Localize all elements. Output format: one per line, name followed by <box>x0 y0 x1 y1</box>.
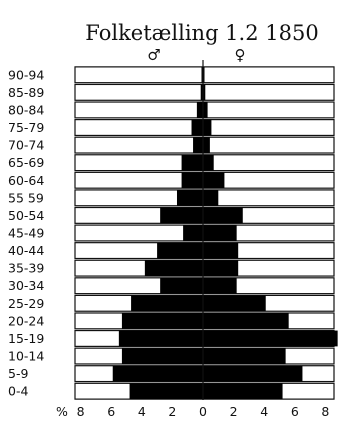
x-tick-labels: 8 6 4 2 0 2 4 6 8 <box>77 404 330 419</box>
age-label: 85-89 <box>8 85 44 100</box>
x-tick-label: 2 <box>230 404 238 419</box>
x-tick-label: 2 <box>168 404 176 419</box>
x-tick-label: 8 <box>321 404 329 419</box>
bar-left <box>183 225 203 241</box>
age-label: 75-79 <box>8 120 44 135</box>
male-symbol: ♂ <box>147 46 160 64</box>
bar-right <box>203 189 219 206</box>
bar-left <box>196 102 203 118</box>
bar-right <box>203 260 239 277</box>
bar-left <box>160 277 203 294</box>
bar-left <box>181 154 203 171</box>
x-tick-label: 0 <box>199 404 207 419</box>
age-label: 35-39 <box>8 261 44 276</box>
age-label: 5-9 <box>8 366 28 381</box>
age-label: 10-14 <box>8 349 44 364</box>
bar-left <box>144 260 203 277</box>
bars <box>112 66 338 400</box>
x-tick-label: 4 <box>260 404 268 419</box>
age-label: 65-69 <box>8 155 44 170</box>
bar-left <box>118 330 203 347</box>
bar-left <box>191 119 203 136</box>
age-label: 80-84 <box>8 102 44 117</box>
bar-right <box>203 154 214 171</box>
age-label: 0-4 <box>8 384 28 399</box>
age-label: 40-44 <box>8 243 44 258</box>
bar-right <box>203 225 237 241</box>
bar-right <box>203 119 212 136</box>
bar-left <box>160 207 203 224</box>
bar-right <box>203 207 243 224</box>
bar-left <box>200 84 203 101</box>
bar-right <box>203 172 225 189</box>
bar-left <box>121 312 203 329</box>
bar-right <box>203 102 208 118</box>
age-label: 50-54 <box>8 208 44 223</box>
x-tick-label: 4 <box>138 404 146 419</box>
chart-title: Folketælling 1.2 1850 <box>85 21 318 45</box>
bar-right <box>203 277 237 294</box>
axis-unit-label: % <box>56 404 68 419</box>
age-label: 70-74 <box>8 138 44 153</box>
bar-right <box>203 365 303 382</box>
bar-left <box>112 365 203 382</box>
age-label: 25-29 <box>8 296 44 311</box>
bar-left <box>181 172 203 189</box>
bar-left <box>131 295 203 312</box>
female-symbol: ♀ <box>235 46 246 64</box>
bar-right <box>203 383 283 400</box>
x-tick-label: 6 <box>107 404 115 419</box>
bar-right <box>203 66 205 83</box>
age-group-labels: 90-94 85-89 80-84 75-79 70-74 65-69 60-64 55 59… <box>8 67 44 398</box>
bar-left <box>129 383 203 400</box>
age-label: 45-49 <box>8 226 44 241</box>
age-label: 90-94 <box>8 67 44 82</box>
bar-left <box>157 242 203 259</box>
age-label: 55 59 <box>8 190 44 205</box>
bar-right <box>203 348 286 364</box>
bar-right <box>203 312 289 329</box>
age-label: 15-19 <box>8 331 44 346</box>
bar-left <box>121 348 203 364</box>
bar-left <box>201 66 203 83</box>
bar-right <box>203 295 266 312</box>
age-label: 20-24 <box>8 313 44 328</box>
age-label: 60-64 <box>8 173 44 188</box>
bar-right <box>203 330 338 347</box>
x-tick-label: 6 <box>291 404 299 419</box>
bar-right <box>203 242 239 259</box>
bar-left <box>193 137 203 154</box>
bar-left <box>176 189 203 206</box>
x-tick-label: 8 <box>77 404 85 419</box>
bar-right <box>203 137 210 154</box>
age-label: 30-34 <box>8 278 44 293</box>
bar-right <box>203 84 206 101</box>
